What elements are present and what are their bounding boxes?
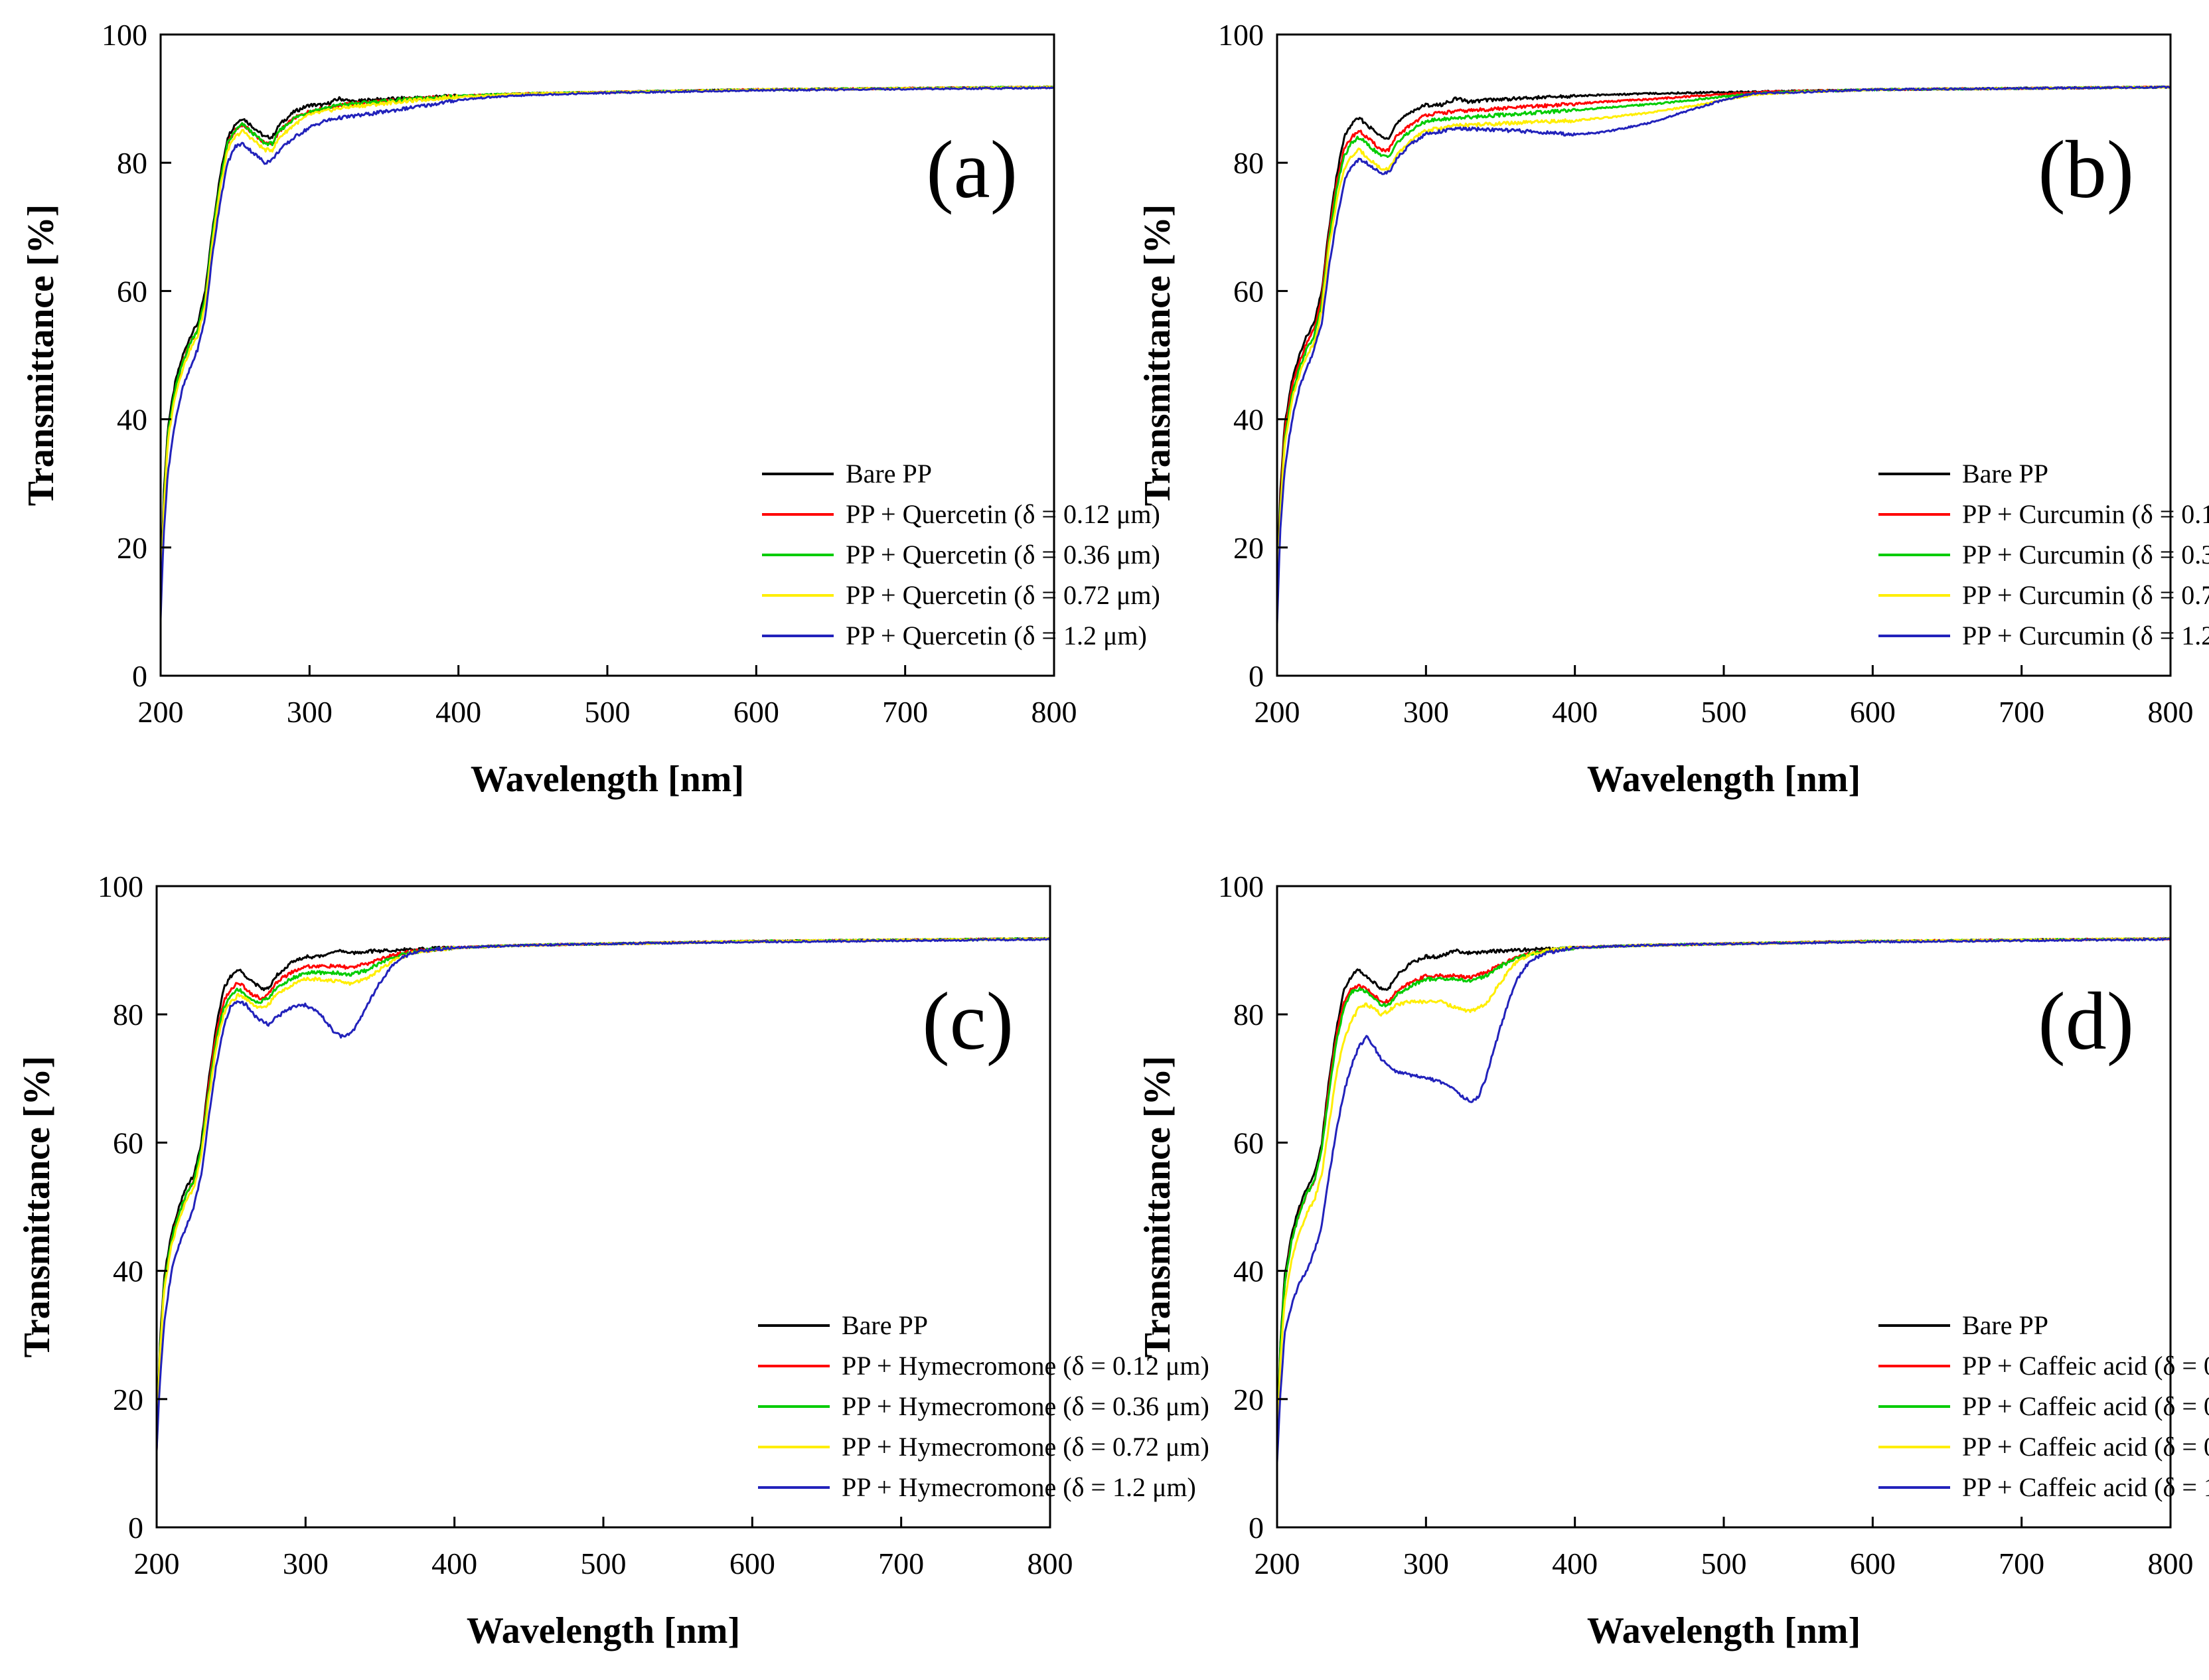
- y-tick-label: 0: [1249, 659, 1264, 693]
- y-tick-label: 100: [1218, 18, 1264, 52]
- legend-label: Bare PP: [1962, 1310, 2048, 1340]
- x-tick-label: 500: [1701, 695, 1747, 729]
- x-tick-label: 700: [882, 695, 928, 729]
- x-tick-label: 300: [1403, 1547, 1449, 1580]
- x-tick-label: 700: [1999, 1547, 2044, 1580]
- legend-label: PP + Caffeic acid (δ = 0.72 μm): [1962, 1432, 2209, 1462]
- series-line-3: [1276, 85, 2171, 612]
- chart-panel-2: 200 300 400 500 600 700 800 0 20 40 60 80 100 Wavelen…: [1137, 18, 2209, 800]
- chart-panel-1: 200 300 400 500 600 700 800 0 20 40 60 80 100 Wavelen…: [21, 18, 1160, 800]
- series-line-5: [1276, 85, 2171, 625]
- x-tick-label: 700: [1999, 695, 2044, 729]
- legend-label: PP + Hymecromone (δ = 0.72 μm): [842, 1432, 1209, 1462]
- legend-label: PP + Quercetin (δ = 0.72 μm): [846, 580, 1160, 610]
- x-tick-label: 400: [1552, 1547, 1598, 1580]
- series-line-4: [1276, 85, 2171, 613]
- y-tick-label: 40: [1233, 1255, 1264, 1288]
- legend-label: Bare PP: [842, 1310, 928, 1340]
- y-axis-title: Transmittance [%]: [21, 204, 62, 506]
- legend-label: Bare PP: [1962, 459, 2048, 489]
- legend-label: Bare PP: [846, 459, 932, 489]
- y-tick-label: 20: [1233, 531, 1264, 565]
- chart-panel-4: 200 300 400 500 600 700 800 0 20 40 60 80 100 Wavelen…: [1137, 870, 2209, 1651]
- x-tick-label: 200: [138, 695, 184, 729]
- panel-label: (d): [2038, 976, 2134, 1067]
- x-tick-label: 400: [1552, 695, 1598, 729]
- x-tick-label: 800: [1031, 695, 1077, 729]
- legend-label: PP + Caffeic acid (δ = 0.12 μm): [1962, 1351, 2209, 1381]
- x-tick-label: 600: [729, 1547, 775, 1580]
- series-line-5: [155, 937, 1051, 1451]
- y-tick-label: 80: [113, 998, 143, 1031]
- y-tick-label: 0: [132, 659, 147, 693]
- x-tick-label: 200: [1255, 695, 1300, 729]
- y-axis-title: Transmittance [%]: [1137, 1056, 1178, 1358]
- legend-label: PP + Caffeic acid (δ = 1.2 μm): [1962, 1472, 2209, 1502]
- series-line-5: [1276, 937, 2171, 1463]
- x-tick-label: 600: [733, 695, 779, 729]
- y-axis-title: Transmittance [%]: [17, 1056, 58, 1358]
- y-tick-label: 80: [1233, 146, 1264, 180]
- y-axis-title: Transmittance [%]: [1137, 204, 1178, 506]
- legend-label: PP + Caffeic acid (δ = 0.36 μm): [1962, 1391, 2209, 1421]
- y-tick-label: 80: [117, 146, 147, 180]
- legend-label: PP + Curcumin (δ = 1.2 μm): [1962, 621, 2209, 650]
- x-tick-label: 500: [1701, 1547, 1747, 1580]
- x-tick-label: 700: [878, 1547, 924, 1580]
- y-tick-label: 20: [1233, 1383, 1264, 1416]
- y-tick-label: 40: [113, 1255, 143, 1288]
- y-tick-label: 0: [1249, 1511, 1264, 1545]
- y-tick-label: 20: [117, 531, 147, 565]
- x-tick-label: 300: [287, 695, 333, 729]
- x-tick-label: 200: [134, 1547, 180, 1580]
- x-axis-title: Wavelength [nm]: [1587, 1610, 1861, 1651]
- legend-label: PP + Quercetin (δ = 1.2 μm): [846, 621, 1147, 650]
- x-axis-title: Wavelength [nm]: [471, 759, 744, 800]
- chart-panel-3: 200 300 400 500 600 700 800 0 20 40 60 80 100 Wavelen…: [17, 870, 1209, 1651]
- y-tick-label: 100: [1218, 870, 1264, 903]
- x-axis-title: Wavelength [nm]: [467, 1610, 740, 1651]
- y-tick-label: 60: [117, 274, 147, 308]
- panel-label: (a): [926, 124, 1018, 215]
- x-tick-label: 200: [1255, 1547, 1300, 1580]
- x-tick-label: 300: [283, 1547, 329, 1580]
- legend-label: PP + Quercetin (δ = 0.12 μm): [846, 499, 1160, 529]
- x-axis-title: Wavelength [nm]: [1587, 759, 1861, 800]
- x-tick-label: 300: [1403, 695, 1449, 729]
- panel-label: (c): [922, 976, 1014, 1067]
- x-tick-label: 400: [431, 1547, 477, 1580]
- y-tick-label: 40: [1233, 403, 1264, 437]
- x-tick-label: 500: [581, 1547, 627, 1580]
- x-tick-label: 800: [2148, 1547, 2194, 1580]
- series-line-5: [159, 86, 1055, 619]
- y-tick-label: 80: [1233, 998, 1264, 1031]
- x-tick-label: 500: [585, 695, 631, 729]
- legend-label: PP + Curcumin (δ = 0.12 μm): [1962, 499, 2209, 529]
- y-tick-label: 20: [113, 1383, 143, 1416]
- y-tick-label: 100: [98, 870, 143, 903]
- y-tick-label: 60: [1233, 1126, 1264, 1160]
- panel-label: (b): [2038, 124, 2134, 215]
- y-tick-label: 60: [113, 1126, 143, 1160]
- x-tick-label: 600: [1850, 1547, 1896, 1580]
- y-tick-label: 60: [1233, 274, 1264, 308]
- y-tick-label: 100: [102, 18, 147, 52]
- y-tick-label: 0: [128, 1511, 143, 1545]
- legend-label: PP + Quercetin (δ = 0.36 μm): [846, 540, 1160, 570]
- x-tick-label: 800: [1028, 1547, 1073, 1580]
- legend-label: PP + Curcumin (δ = 0.36 μm): [1962, 540, 2209, 570]
- legend-label: PP + Curcumin (δ = 0.72 μm): [1962, 580, 2209, 610]
- legend-label: PP + Hymecromone (δ = 0.36 μm): [842, 1391, 1209, 1421]
- legend-label: PP + Hymecromone (δ = 1.2 μm): [842, 1472, 1196, 1502]
- y-tick-label: 40: [117, 403, 147, 437]
- legend-label: PP + Hymecromone (δ = 0.12 μm): [842, 1351, 1209, 1381]
- x-tick-label: 600: [1850, 695, 1896, 729]
- x-tick-label: 400: [435, 695, 481, 729]
- x-tick-label: 800: [2148, 695, 2194, 729]
